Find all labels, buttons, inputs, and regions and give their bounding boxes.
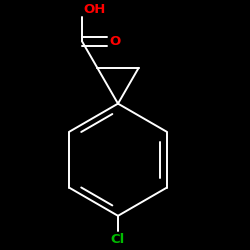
Text: Cl: Cl [111, 234, 125, 246]
Text: OH: OH [83, 3, 106, 16]
Text: O: O [110, 35, 121, 48]
